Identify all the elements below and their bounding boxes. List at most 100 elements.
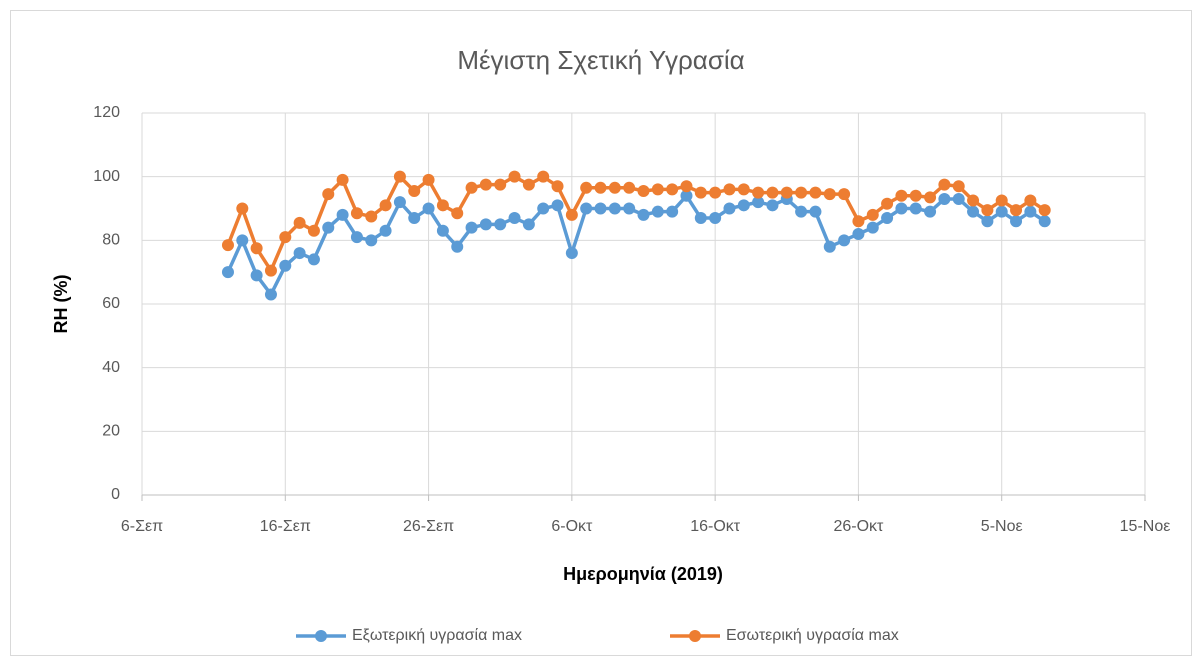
- point: [594, 181, 607, 194]
- point: [236, 202, 249, 215]
- legend-marker: [315, 630, 327, 642]
- x-tick-label: 16-Σεπ: [260, 518, 311, 535]
- point: [795, 205, 808, 218]
- point: [508, 170, 521, 183]
- point: [465, 221, 478, 234]
- point: [451, 207, 464, 220]
- point: [623, 202, 636, 215]
- point: [680, 180, 693, 193]
- point: [479, 178, 492, 191]
- point: [580, 202, 593, 215]
- x-tick-label: 26-Οκτ: [833, 518, 884, 535]
- point: [580, 181, 593, 194]
- point: [522, 218, 535, 231]
- point: [637, 208, 650, 221]
- point: [565, 208, 578, 221]
- x-tick-label: 6-Οκτ: [551, 518, 593, 535]
- series-line: [226, 194, 1046, 297]
- point: [1010, 204, 1023, 217]
- y-axis-label: RH (%): [51, 275, 71, 334]
- y-tick-label: 60: [102, 295, 120, 312]
- point: [1010, 215, 1023, 228]
- point: [264, 288, 277, 301]
- point: [666, 205, 679, 218]
- x-tick-label: 5-Νοε: [981, 518, 1023, 535]
- point: [909, 202, 922, 215]
- point: [551, 199, 564, 212]
- point: [393, 170, 406, 183]
- point: [866, 221, 879, 234]
- point: [651, 183, 664, 196]
- point: [952, 180, 965, 193]
- point: [909, 189, 922, 202]
- point: [766, 186, 779, 199]
- y-tick-label: 20: [102, 423, 120, 440]
- point: [651, 205, 664, 218]
- series-line: [226, 174, 1046, 273]
- legend-label: Εσωτερική υγρασία max: [726, 627, 899, 644]
- point: [723, 202, 736, 215]
- point: [551, 180, 564, 193]
- point: [608, 202, 621, 215]
- point: [981, 204, 994, 217]
- point: [952, 192, 965, 205]
- point: [508, 212, 521, 225]
- point: [780, 186, 793, 199]
- point: [723, 183, 736, 196]
- point: [766, 199, 779, 212]
- point: [995, 194, 1008, 207]
- y-tick-label: 80: [102, 232, 120, 249]
- point: [623, 181, 636, 194]
- point: [795, 186, 808, 199]
- point: [307, 224, 320, 237]
- point: [1038, 204, 1051, 217]
- point: [408, 212, 421, 225]
- legend-marker: [689, 630, 701, 642]
- y-tick-label: 120: [93, 104, 120, 121]
- point: [250, 269, 263, 282]
- point: [709, 212, 722, 225]
- point: [494, 178, 507, 191]
- point: [537, 170, 550, 183]
- point: [895, 189, 908, 202]
- point: [895, 202, 908, 215]
- point: [221, 266, 234, 279]
- point: [307, 253, 320, 266]
- point: [737, 199, 750, 212]
- y-tick-label: 40: [102, 359, 120, 376]
- point: [694, 212, 707, 225]
- point: [494, 218, 507, 231]
- point: [809, 205, 822, 218]
- point: [293, 216, 306, 229]
- point: [823, 188, 836, 201]
- point: [881, 212, 894, 225]
- point: [938, 192, 951, 205]
- point: [436, 199, 449, 212]
- point: [250, 242, 263, 255]
- point: [479, 218, 492, 231]
- point: [451, 240, 464, 253]
- point: [752, 186, 765, 199]
- point: [236, 234, 249, 247]
- point: [436, 224, 449, 237]
- point: [709, 186, 722, 199]
- x-tick-label: 6-Σεπ: [121, 518, 163, 535]
- y-tick-label: 100: [93, 168, 120, 185]
- point: [637, 184, 650, 197]
- point: [350, 207, 363, 220]
- point: [823, 240, 836, 253]
- point: [422, 173, 435, 186]
- point: [594, 202, 607, 215]
- x-axis-label: Ημερομηνία (2019): [563, 564, 723, 584]
- point: [666, 183, 679, 196]
- point: [365, 234, 378, 247]
- point: [680, 189, 693, 202]
- y-tick-label: 0: [111, 486, 120, 503]
- point: [565, 247, 578, 260]
- point: [379, 199, 392, 212]
- point: [336, 208, 349, 221]
- point: [852, 215, 865, 228]
- point: [465, 181, 478, 194]
- point: [322, 221, 335, 234]
